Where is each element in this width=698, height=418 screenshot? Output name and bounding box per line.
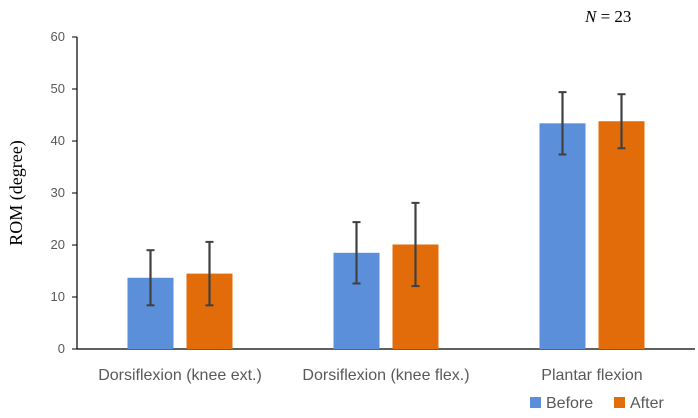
y-axis-title: ROM (degree) — [6, 140, 27, 245]
y-tick-label: 60 — [51, 29, 65, 44]
y-tick-label: 0 — [58, 341, 65, 356]
y-axis: 0 10 20 30 40 50 60 — [51, 29, 78, 356]
category-labels: Dorsiflexion (knee ext.) Dorsiflexion (kn… — [98, 367, 643, 384]
legend-label-after: After — [630, 395, 664, 412]
y-tick-label: 30 — [51, 185, 65, 200]
sample-size-value: = 23 — [596, 7, 631, 26]
category-label: Dorsiflexion (knee flex.) — [302, 367, 469, 384]
bar-after-3 — [598, 121, 645, 350]
bar-before-3 — [539, 123, 586, 349]
bars — [127, 121, 645, 350]
legend-swatch-after — [614, 397, 625, 408]
legend-swatch-before — [530, 397, 541, 408]
sample-size-annotation: N = 23 — [584, 7, 631, 26]
y-tick-label: 20 — [51, 237, 65, 252]
sample-size-symbol: N — [584, 7, 598, 26]
category-label: Dorsiflexion (knee ext.) — [98, 367, 262, 384]
y-tick-label: 40 — [51, 133, 65, 148]
error-bars — [146, 91, 626, 307]
category-label: Plantar flexion — [541, 367, 642, 384]
legend: Before After — [530, 395, 664, 412]
y-tick-label: 50 — [51, 81, 65, 96]
y-tick-label: 10 — [51, 289, 65, 304]
legend-label-before: Before — [546, 395, 593, 412]
